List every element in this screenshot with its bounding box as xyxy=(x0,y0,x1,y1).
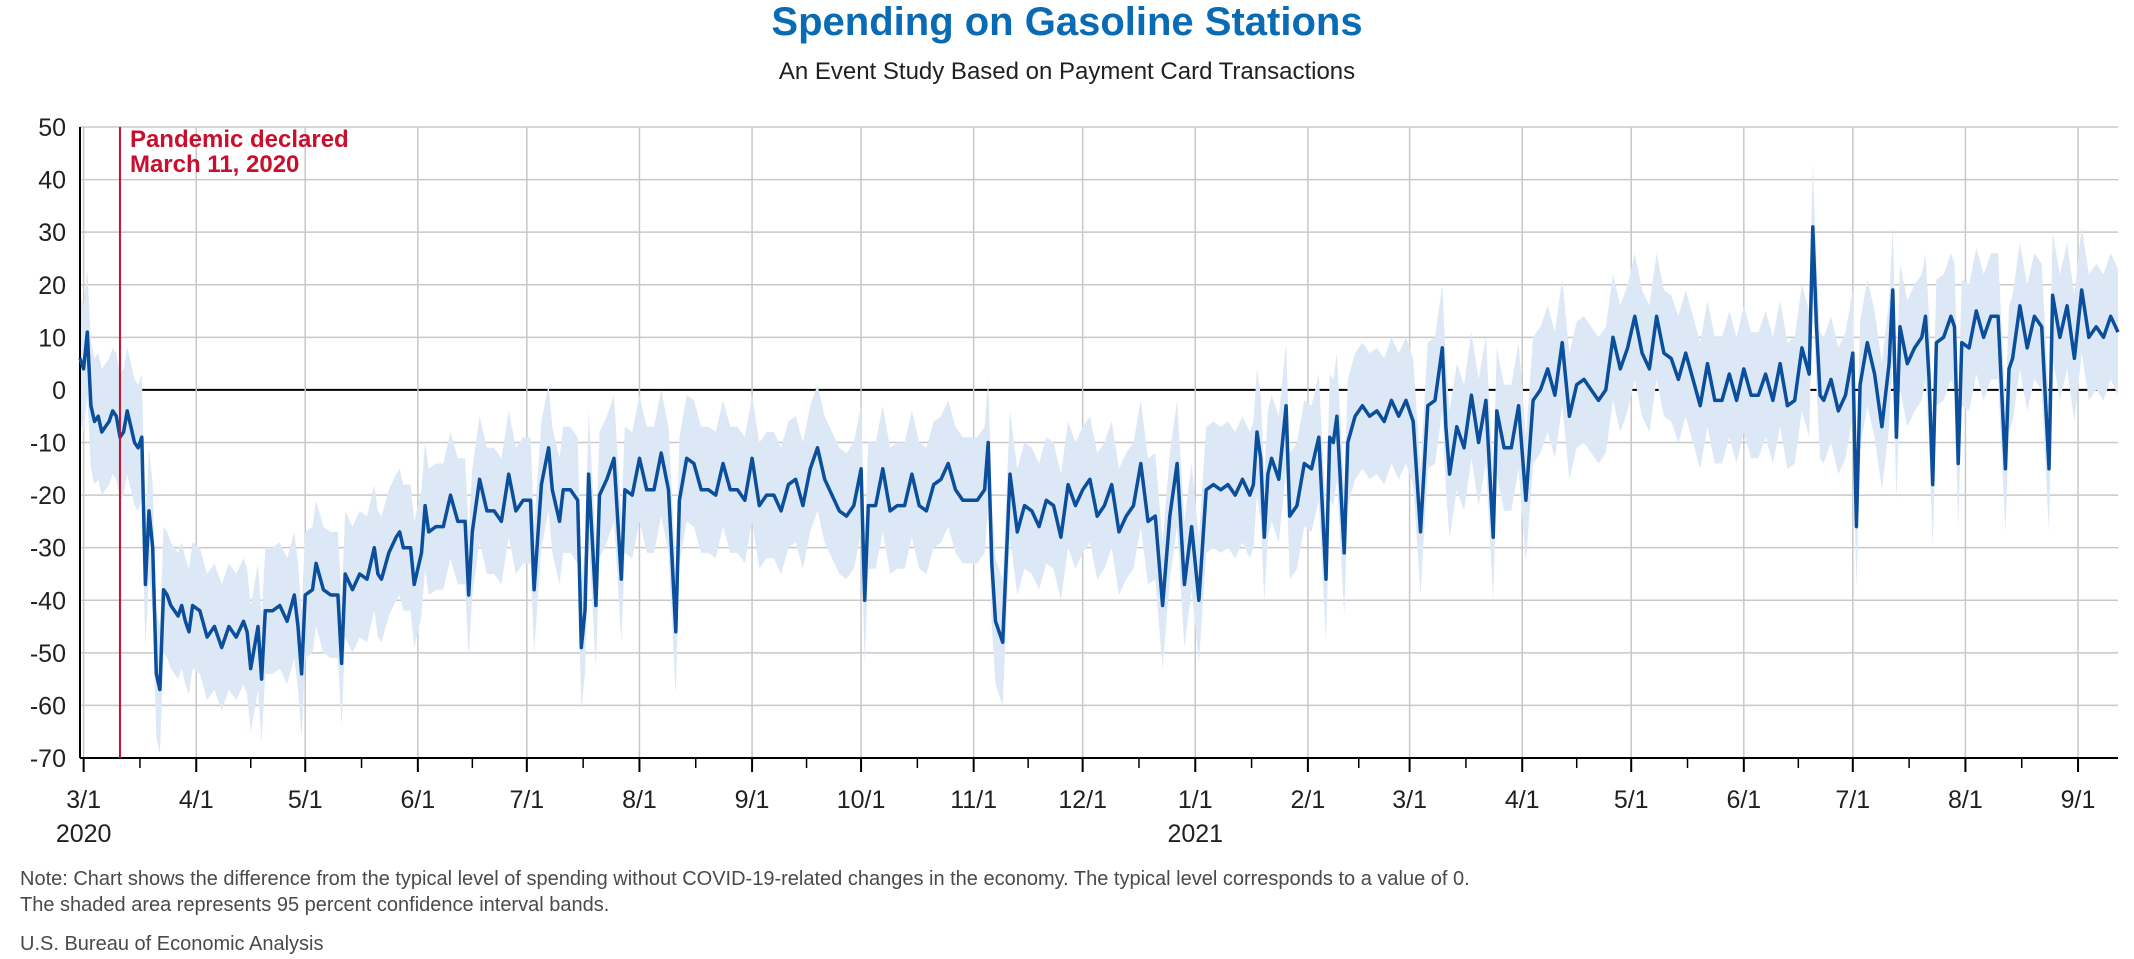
x-year-label: 2020 xyxy=(56,820,112,848)
y-tick-label: 10 xyxy=(38,324,66,352)
x-year-label: 2021 xyxy=(1167,820,1223,848)
chart-subtitle: An Event Study Based on Payment Card Tra… xyxy=(778,58,1356,85)
y-tick-label: 20 xyxy=(38,272,66,300)
annotation-line-2: March 11, 2020 xyxy=(130,151,299,178)
y-tick-label: 50 xyxy=(38,114,66,142)
axes: 50403020100-10-20-30-40-50-60-703/120204… xyxy=(30,114,2118,848)
x-tick-label: 2/1 xyxy=(1291,786,1326,814)
note-line-1: Note: Chart shows the difference from th… xyxy=(20,868,1470,890)
note-line-2: The shaded area represents 95 percent co… xyxy=(20,894,610,916)
x-tick-label: 9/1 xyxy=(735,786,770,814)
x-tick-label: 6/1 xyxy=(400,786,435,814)
x-tick-label: 10/1 xyxy=(837,786,886,814)
x-tick-label: 5/1 xyxy=(288,786,323,814)
x-tick-label: 9/1 xyxy=(2061,786,2096,814)
line-chart: 50403020100-10-20-30-40-50-60-703/120204… xyxy=(30,114,2120,848)
y-tick-label: -20 xyxy=(30,482,66,510)
y-tick-label: -60 xyxy=(30,692,66,720)
y-tick-label: -70 xyxy=(30,745,66,773)
x-tick-label: 8/1 xyxy=(622,786,657,814)
x-tick-label: 12/1 xyxy=(1058,786,1107,814)
series-path xyxy=(78,225,2120,692)
annotation-line-1: Pandemic declared xyxy=(130,126,349,153)
y-tick-label: -30 xyxy=(30,535,66,563)
chart-note: Note: Chart shows the difference from th… xyxy=(20,866,1470,918)
y-tick-label: -10 xyxy=(30,430,66,458)
y-tick-label: -50 xyxy=(30,640,66,668)
chart-title: Spending on Gasoline Stations xyxy=(771,0,1363,44)
x-tick-label: 8/1 xyxy=(1948,786,1983,814)
x-tick-label: 7/1 xyxy=(1835,786,1870,814)
y-tick-label: 0 xyxy=(52,377,66,405)
x-tick-label: 6/1 xyxy=(1726,786,1761,814)
x-tick-label: 3/1 xyxy=(66,786,101,814)
x-tick-label: 5/1 xyxy=(1614,786,1649,814)
confidence-band-area xyxy=(80,163,2118,753)
x-tick-label: 4/1 xyxy=(1505,786,1540,814)
x-tick-label: 3/1 xyxy=(1392,786,1427,814)
y-tick-label: -40 xyxy=(30,587,66,615)
y-tick-label: 40 xyxy=(38,167,66,195)
confidence-band xyxy=(80,163,2118,753)
source-label: U.S. Bureau of Economic Analysis xyxy=(20,933,324,955)
x-tick-label: 1/1 xyxy=(1178,786,1213,814)
y-tick-label: 30 xyxy=(38,219,66,247)
x-tick-label: 11/1 xyxy=(950,786,997,814)
x-tick-label: 4/1 xyxy=(179,786,214,814)
series-line xyxy=(78,225,2120,692)
x-tick-label: 7/1 xyxy=(509,786,544,814)
